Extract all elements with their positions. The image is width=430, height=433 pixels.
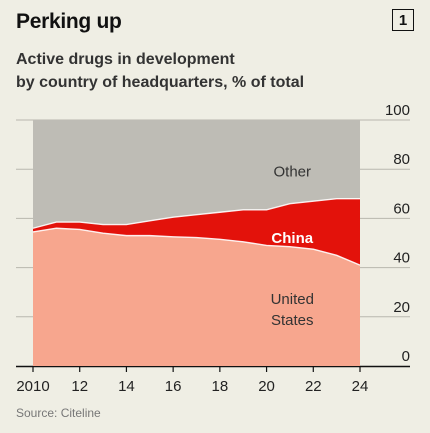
chart-number-badge: 1 (392, 9, 414, 31)
series-boundary (32, 198, 360, 229)
series-label-other: Other (274, 164, 312, 181)
series-boundary (32, 227, 361, 266)
y-tick-label: 20 (393, 299, 410, 316)
y-tick-label: 60 (393, 200, 410, 217)
y-tick-label: 0 (402, 348, 410, 365)
area-series (32, 120, 361, 366)
x-tick-label: 14 (118, 378, 135, 395)
area-united-states (33, 228, 360, 366)
axis-ticks: 2010 12 14 16 18 20 22 24 0 20 40 60 80 100 (16, 102, 410, 395)
subtitle-line: by country of headquarters, % of total (16, 74, 305, 91)
area-other (33, 120, 360, 229)
x-tick-label: 20 (258, 378, 275, 395)
x-tick-label: 18 (212, 378, 229, 395)
chart-title: Perking up (16, 10, 122, 33)
series-label-united-states: States (271, 312, 314, 329)
series-label-united-states: United (271, 291, 314, 308)
y-tick-label: 40 (393, 250, 410, 267)
x-tick-label: 12 (71, 378, 88, 395)
source-note: Source: Citeline (16, 406, 101, 420)
x-tick-label: 24 (352, 378, 369, 395)
series-labels: United States China Other (271, 164, 314, 329)
subtitle-line: Active drugs in development (16, 51, 235, 68)
y-tick-label: 100 (385, 102, 410, 119)
y-tick-label: 80 (393, 151, 410, 168)
x-tick-label: 22 (305, 378, 322, 395)
x-tick-label: 16 (165, 378, 182, 395)
area-china (33, 198, 360, 266)
x-tick-label: 2010 (16, 378, 49, 395)
series-label-china: China (271, 230, 313, 247)
chart-subtitle: Active drugs in development by country o… (16, 48, 304, 94)
